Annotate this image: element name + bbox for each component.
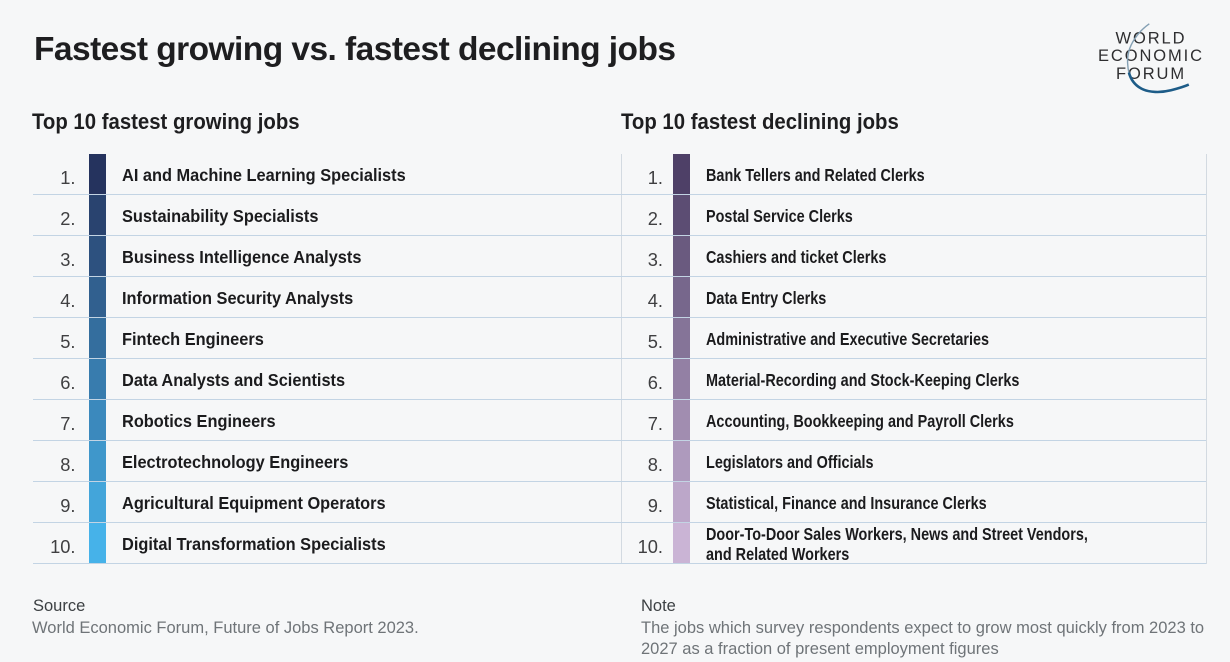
svg-text:FORUM: FORUM	[1116, 65, 1186, 83]
svg-text:ECONOMIC: ECONOMIC	[1098, 47, 1204, 65]
svg-text:WORLD: WORLD	[1116, 29, 1187, 47]
